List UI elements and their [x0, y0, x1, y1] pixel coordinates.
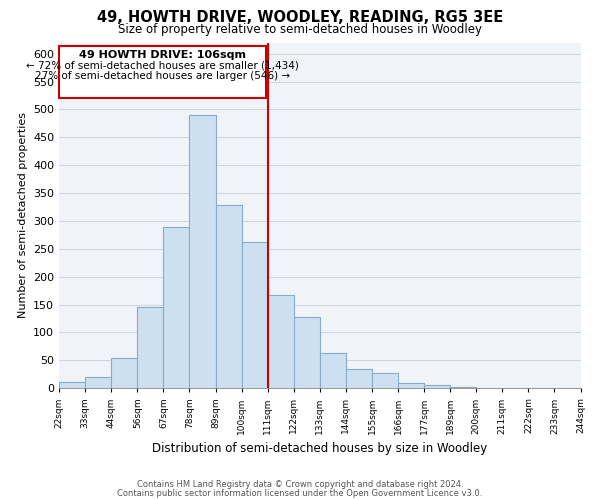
Bar	[372, 373, 398, 388]
Text: Contains public sector information licensed under the Open Government Licence v3: Contains public sector information licen…	[118, 488, 482, 498]
Bar	[268, 294, 294, 388]
Bar	[215, 206, 242, 388]
Bar	[398, 382, 424, 388]
Bar	[450, 387, 476, 388]
X-axis label: Distribution of semi-detached houses by size in Woodley: Distribution of semi-detached houses by …	[152, 442, 487, 455]
Bar	[242, 242, 268, 388]
Bar	[294, 317, 320, 388]
FancyBboxPatch shape	[59, 46, 266, 98]
Bar	[346, 368, 372, 388]
Bar	[163, 226, 190, 388]
Bar	[85, 377, 111, 388]
Text: ← 72% of semi-detached houses are smaller (1,434): ← 72% of semi-detached houses are smalle…	[26, 61, 299, 71]
Bar	[111, 358, 137, 388]
Text: Size of property relative to semi-detached houses in Woodley: Size of property relative to semi-detach…	[118, 22, 482, 36]
Bar	[137, 308, 163, 388]
Bar	[320, 353, 346, 388]
Bar	[424, 386, 450, 388]
Text: 27% of semi-detached houses are larger (546) →: 27% of semi-detached houses are larger (…	[35, 72, 290, 82]
Y-axis label: Number of semi-detached properties: Number of semi-detached properties	[17, 112, 28, 318]
Bar	[59, 382, 85, 388]
Text: Contains HM Land Registry data © Crown copyright and database right 2024.: Contains HM Land Registry data © Crown c…	[137, 480, 463, 489]
Text: 49, HOWTH DRIVE, WOODLEY, READING, RG5 3EE: 49, HOWTH DRIVE, WOODLEY, READING, RG5 3…	[97, 10, 503, 25]
Bar	[190, 115, 215, 388]
Text: 49 HOWTH DRIVE: 106sqm: 49 HOWTH DRIVE: 106sqm	[79, 50, 246, 59]
